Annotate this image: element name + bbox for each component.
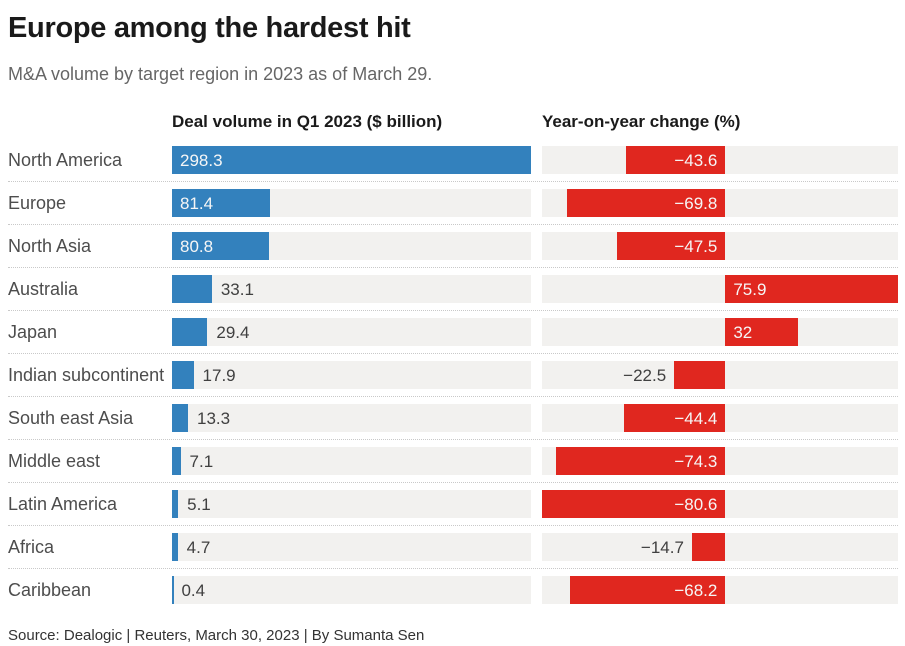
region-label: North Asia bbox=[8, 235, 92, 256]
chart-row: North Asia 80.8 −47.5 bbox=[8, 224, 898, 267]
change-value: −14.7 bbox=[640, 538, 684, 557]
region-label: Middle east bbox=[8, 450, 101, 471]
change-track: −74.3 bbox=[542, 447, 898, 475]
region-label: Indian subcontinent bbox=[8, 364, 165, 385]
change-bar bbox=[725, 275, 898, 303]
volume-bar bbox=[172, 447, 181, 475]
change-column-header: Year-on-year change (%) bbox=[542, 112, 741, 131]
volume-value: 29.4 bbox=[216, 323, 250, 342]
volume-value: 7.1 bbox=[189, 452, 214, 471]
volume-value: 17.9 bbox=[202, 366, 236, 385]
volume-column-header: Deal volume in Q1 2023 ($ billion) bbox=[172, 112, 443, 131]
change-value: −22.5 bbox=[623, 366, 667, 385]
chart-rows: North America 298.3 −43.6 Europe 81.4 −69.8 No… bbox=[8, 139, 898, 611]
change-bar bbox=[542, 490, 726, 518]
change-value: −47.5 bbox=[674, 237, 718, 256]
chart-row: North America 298.3 −43.6 bbox=[8, 139, 898, 181]
chart-row: Europe 81.4 −69.8 bbox=[8, 181, 898, 224]
volume-bar bbox=[172, 189, 270, 217]
page-subtitle: M&A volume by target region in 2023 as o… bbox=[8, 64, 433, 84]
chart-row: Middle east 7.1 −74.3 bbox=[8, 439, 898, 482]
volume-track: 81.4 bbox=[172, 189, 531, 217]
change-track: −80.6 bbox=[542, 490, 898, 518]
change-track: −68.2 bbox=[542, 576, 898, 604]
change-bar bbox=[691, 533, 726, 561]
volume-track: 13.3 bbox=[172, 404, 531, 432]
change-value: 75.9 bbox=[733, 280, 767, 299]
change-track: 75.9 bbox=[542, 275, 898, 303]
volume-bar bbox=[172, 533, 178, 561]
volume-track: 29.4 bbox=[172, 318, 531, 346]
change-value: −80.6 bbox=[674, 495, 718, 514]
change-bar bbox=[725, 318, 799, 346]
volume-value: 5.1 bbox=[187, 495, 211, 514]
region-label: Africa bbox=[8, 536, 55, 557]
volume-track: 80.8 bbox=[172, 232, 531, 260]
volume-track: 5.1 bbox=[172, 490, 531, 518]
change-bar bbox=[674, 361, 726, 389]
change-track: −69.8 bbox=[542, 189, 898, 217]
volume-bar bbox=[172, 576, 174, 604]
volume-bar bbox=[172, 318, 208, 346]
column-headers: Deal volume in Q1 2023 ($ billion) Year-… bbox=[8, 112, 898, 132]
change-track: −14.7 bbox=[542, 533, 898, 561]
volume-track: 33.1 bbox=[172, 275, 531, 303]
chart-row: Australia 33.1 75.9 bbox=[8, 267, 898, 310]
change-value: −68.2 bbox=[674, 581, 718, 600]
volume-track: 4.7 bbox=[172, 533, 531, 561]
change-bar bbox=[556, 447, 726, 475]
change-value: −69.8 bbox=[674, 194, 718, 213]
region-label: Japan bbox=[8, 321, 58, 342]
volume-bar bbox=[172, 361, 194, 389]
change-value: −44.4 bbox=[674, 409, 718, 428]
volume-bar bbox=[172, 404, 188, 432]
change-value: −74.3 bbox=[674, 452, 718, 471]
chart-row: Indian subcontinent 17.9 −22.5 bbox=[8, 353, 898, 396]
volume-value: 13.3 bbox=[197, 409, 231, 428]
region-label: Australia bbox=[8, 278, 79, 299]
volume-value: 33.1 bbox=[220, 280, 254, 299]
region-label: Europe bbox=[8, 192, 67, 213]
volume-track: 0.4 bbox=[172, 576, 531, 604]
chart-row: Japan 29.4 32 bbox=[8, 310, 898, 353]
change-bar bbox=[624, 404, 726, 432]
change-value: −43.6 bbox=[674, 151, 718, 170]
region-label: Caribbean bbox=[8, 579, 92, 600]
change-bar bbox=[566, 189, 726, 217]
volume-value: 298.3 bbox=[180, 151, 223, 170]
change-track: −47.5 bbox=[542, 232, 898, 260]
region-label: Latin America bbox=[8, 493, 118, 514]
volume-value: 4.7 bbox=[186, 538, 211, 557]
volume-track: 298.3 bbox=[172, 146, 531, 174]
region-label: North America bbox=[8, 149, 123, 170]
chart-row: Africa 4.7 −14.7 bbox=[8, 525, 898, 568]
change-value: 32 bbox=[733, 323, 753, 342]
change-track: 32 bbox=[542, 318, 898, 346]
volume-value: 81.4 bbox=[180, 194, 214, 213]
source-line: Source: Dealogic | Reuters, March 30, 20… bbox=[8, 627, 425, 644]
volume-bar bbox=[172, 146, 531, 174]
region-label: South east Asia bbox=[8, 407, 134, 428]
volume-bar bbox=[172, 232, 270, 260]
volume-bar bbox=[172, 490, 179, 518]
volume-track: 7.1 bbox=[172, 447, 531, 475]
change-track: −43.6 bbox=[542, 146, 898, 174]
change-bar bbox=[626, 146, 726, 174]
change-bar bbox=[617, 232, 726, 260]
volume-value: 0.4 bbox=[181, 581, 206, 600]
change-track: −22.5 bbox=[542, 361, 898, 389]
volume-bar bbox=[172, 275, 212, 303]
volume-track: 17.9 bbox=[172, 361, 531, 389]
change-track: −44.4 bbox=[542, 404, 898, 432]
chart-row: Caribbean 0.4 −68.2 bbox=[8, 568, 898, 611]
change-bar bbox=[570, 576, 726, 604]
volume-value: 80.8 bbox=[180, 237, 214, 256]
header-spacer bbox=[8, 112, 172, 132]
chart-row: South east Asia 13.3 −44.4 bbox=[8, 396, 898, 439]
chart-row: Latin America 5.1 −80.6 bbox=[8, 482, 898, 525]
page-title: Europe among the hardest hit bbox=[8, 12, 411, 44]
